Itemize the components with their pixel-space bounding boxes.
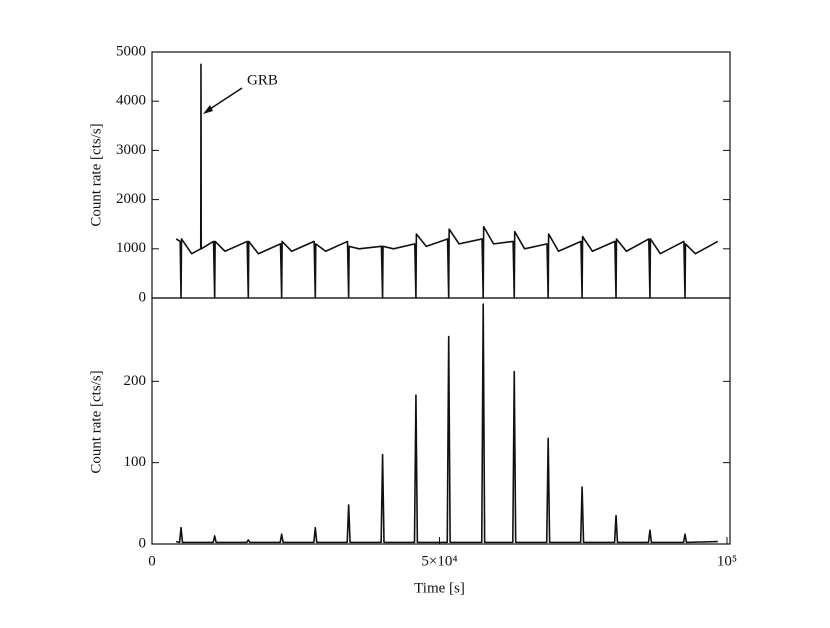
y-tick-label: 200	[124, 373, 147, 389]
light-curve	[175, 303, 718, 544]
plot-frame	[151, 51, 731, 299]
y-axis-label: Count rate [cts/s]	[88, 123, 104, 226]
plot-frame	[151, 297, 731, 545]
y-axis-label: Count rate [cts/s]	[88, 370, 104, 473]
y-tick-label: 5000	[116, 43, 146, 59]
annotation-arrow	[206, 87, 243, 112]
y-tick-label: 4000	[116, 93, 146, 109]
y-tick-label: 2000	[116, 191, 146, 207]
y-tick-label: 3000	[116, 142, 146, 158]
x-tick-label: 5×10⁴	[421, 553, 457, 569]
arrow-head	[203, 105, 213, 114]
x-axis-label: Time [s]	[414, 580, 465, 596]
annotation: GRB	[247, 72, 278, 88]
y-tick-label: 0	[139, 289, 147, 305]
x-tick-label: 10⁵	[717, 553, 737, 569]
y-tick-label: 1000	[116, 240, 146, 256]
y-tick-label: 100	[124, 454, 147, 470]
light-curve	[175, 63, 719, 299]
x-tick-label: 0	[148, 553, 156, 569]
y-tick-label: 0	[139, 535, 147, 551]
